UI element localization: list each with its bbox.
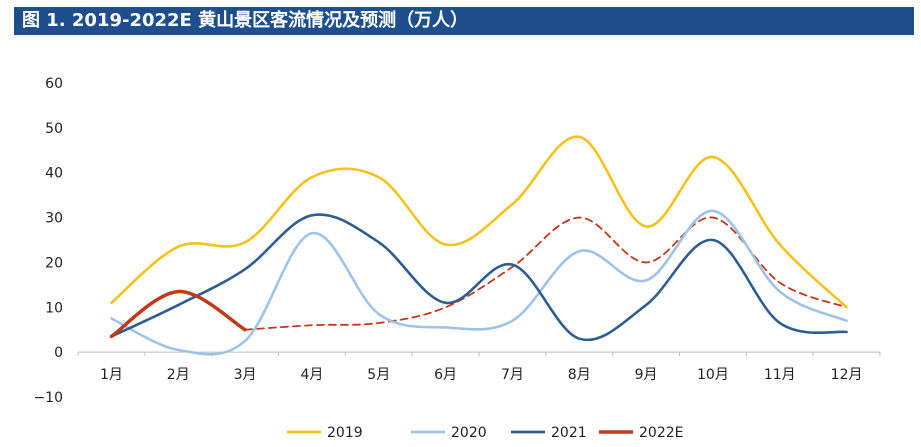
legend-label: 2022E (639, 425, 683, 441)
legend-label: 2020 (451, 425, 487, 441)
x-tick-label: 10月 (697, 367, 729, 383)
series-line-2022e-forecast (244, 216, 848, 331)
x-axis: 1月 2月 3月 4月 5月 6月 7月 8月 9月 10月 11月 12月 (77, 351, 881, 383)
y-axis: −10 0 10 20 30 40 50 60 (33, 76, 63, 406)
y-tick-label: 10 (45, 300, 63, 316)
x-tick-label: 4月 (300, 367, 323, 383)
legend-label: 2021 (551, 425, 587, 441)
x-tick-label: 11月 (764, 367, 796, 383)
y-tick-label: 0 (54, 345, 63, 361)
y-tick-label: 20 (45, 255, 63, 271)
legend-item-2020: 2020 (411, 425, 487, 441)
y-tick-label: 60 (45, 76, 63, 92)
x-tick-label: 1月 (100, 367, 123, 383)
series-layer (109, 135, 848, 356)
x-tick-label: 8月 (568, 367, 591, 383)
x-tick-label: 6月 (434, 367, 457, 383)
y-tick-label: 40 (45, 166, 63, 182)
series-line-2022e (109, 289, 247, 339)
x-tick-label: 3月 (234, 367, 257, 383)
series-line-2019 (110, 135, 848, 309)
legend-item-2021: 2021 (511, 425, 587, 441)
x-tick-label: 7月 (501, 367, 524, 383)
legend-item-2019: 2019 (287, 425, 363, 441)
series-line-2021 (110, 213, 848, 342)
y-tick-label: 30 (45, 211, 63, 227)
y-tick-label: 50 (45, 121, 63, 137)
y-tick-label: −10 (33, 390, 63, 406)
series-line-2020 (110, 209, 848, 356)
title-bar: 图 1. 2019-2022E 黄山景区客流情况及预测（万人） (14, 7, 914, 35)
x-tick-label: 5月 (367, 367, 390, 383)
chart-title: 图 1. 2019-2022E 黄山景区客流情况及预测（万人） (22, 10, 469, 31)
x-tick-label: 2月 (167, 367, 190, 383)
legend-label: 2019 (327, 425, 363, 441)
legend: 2019 2020 2021 2022E (287, 425, 683, 441)
x-tick-label: 9月 (635, 367, 658, 383)
legend-item-2022e: 2022E (599, 425, 683, 441)
x-tick-label: 12月 (831, 367, 863, 383)
